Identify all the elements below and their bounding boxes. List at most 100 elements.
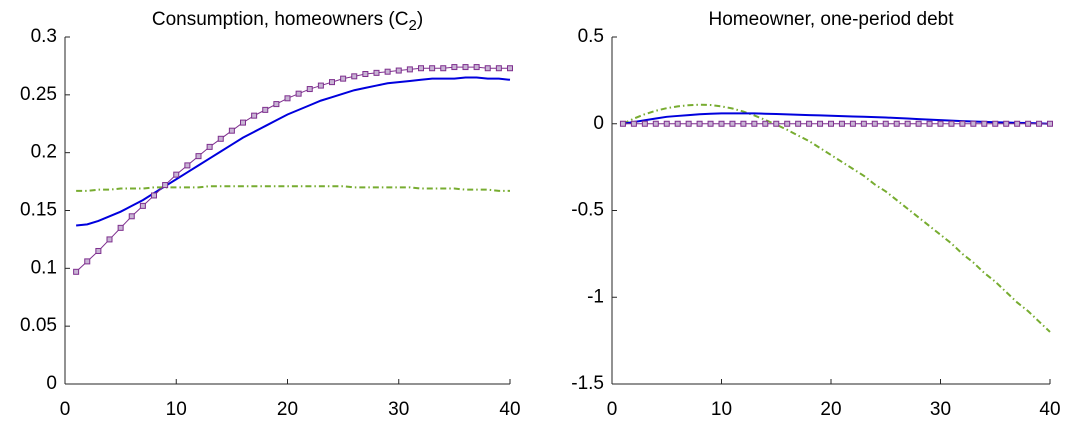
marker [948,120,955,127]
marker [373,69,380,76]
y-tick-label: 0 [46,373,57,394]
series-line [75,66,510,273]
marker [981,120,988,127]
marker [1047,120,1053,127]
x-tick-label: 40 [499,399,520,420]
marker [317,82,324,89]
marker [306,86,313,93]
marker [117,224,124,231]
x-tick-label: 20 [820,399,841,420]
marker [740,120,747,127]
y-tick-label: 0.3 [31,26,57,47]
marker [395,67,402,74]
marker [473,64,480,71]
marker [151,192,157,199]
marker [462,64,469,71]
plot: Homeowner, one-period debt -1.5 -1 -0.5 0 0.5… [571,9,1060,420]
title-part: 2 [408,17,416,34]
series-line [622,103,1051,333]
title-part: Consumption, homeowners (C [152,9,409,30]
series-line [76,185,510,192]
x-tick-label: 0 [60,399,71,420]
series-line [622,112,1051,125]
marker [228,127,235,134]
marker [696,120,703,127]
marker [806,120,813,127]
marker [128,213,135,220]
x-tick-label: 30 [388,399,409,420]
marker [838,120,845,127]
y-tick-label: 0.15 [20,200,57,221]
marker [329,79,335,86]
marker [406,66,413,73]
marker [619,120,626,127]
marker [707,120,714,127]
marker [762,120,769,127]
marker [84,258,91,265]
marker [685,120,692,127]
x-tick-label: 10 [711,399,732,420]
marker [1014,120,1021,127]
marker [95,247,102,254]
marker [992,120,999,127]
marker [674,120,681,127]
marker [295,90,302,97]
marker [849,120,856,127]
marker [641,120,648,127]
marker [429,65,436,72]
x-tick-label: 0 [607,399,618,420]
marker [652,120,659,127]
marker [817,120,824,127]
marker [1003,120,1010,127]
marker [784,120,791,127]
y-tick-label: -1.5 [571,373,604,394]
marker [184,162,191,169]
marker [240,119,246,126]
marker [262,106,269,113]
marker [926,120,933,127]
marker [73,268,80,275]
x-tick-label: 20 [277,399,298,420]
marker [718,120,725,127]
marker [195,153,202,160]
marker [893,120,900,127]
marker [970,120,977,127]
marker [340,75,347,82]
marker [828,120,834,127]
y-tick-label: 0 [593,113,604,134]
marker [959,120,966,127]
plot: Consumption, homeowners (C2) 0 0.05 0.1 0.15… [20,9,521,420]
series-line [76,76,511,227]
y-tick-label: -0.5 [571,200,604,221]
marker [351,73,358,80]
x-tick-label: 10 [166,399,187,420]
chart-title: Homeowner, one-period debt [708,9,954,30]
marker [106,236,113,243]
y-tick-label: 0.2 [31,142,57,163]
marker [162,182,169,189]
marker [495,65,502,72]
marker [217,135,224,142]
marker [173,171,180,178]
marker [206,143,213,150]
marker [507,65,513,72]
marker [729,120,736,127]
marker [860,120,867,127]
marker [251,112,258,119]
marker [362,71,369,78]
marker [1025,120,1032,127]
marker [273,101,280,108]
marker [1036,120,1043,127]
x-tick-label: 40 [1039,399,1060,420]
marker [915,120,922,127]
marker [139,202,146,209]
y-tick-label: 0.05 [20,315,57,336]
marker [384,68,391,75]
title-part: ) [417,9,423,30]
marker [440,65,447,72]
marker [284,95,291,102]
marker [882,120,889,127]
x-tick-label: 30 [930,399,951,420]
marker [904,120,911,127]
